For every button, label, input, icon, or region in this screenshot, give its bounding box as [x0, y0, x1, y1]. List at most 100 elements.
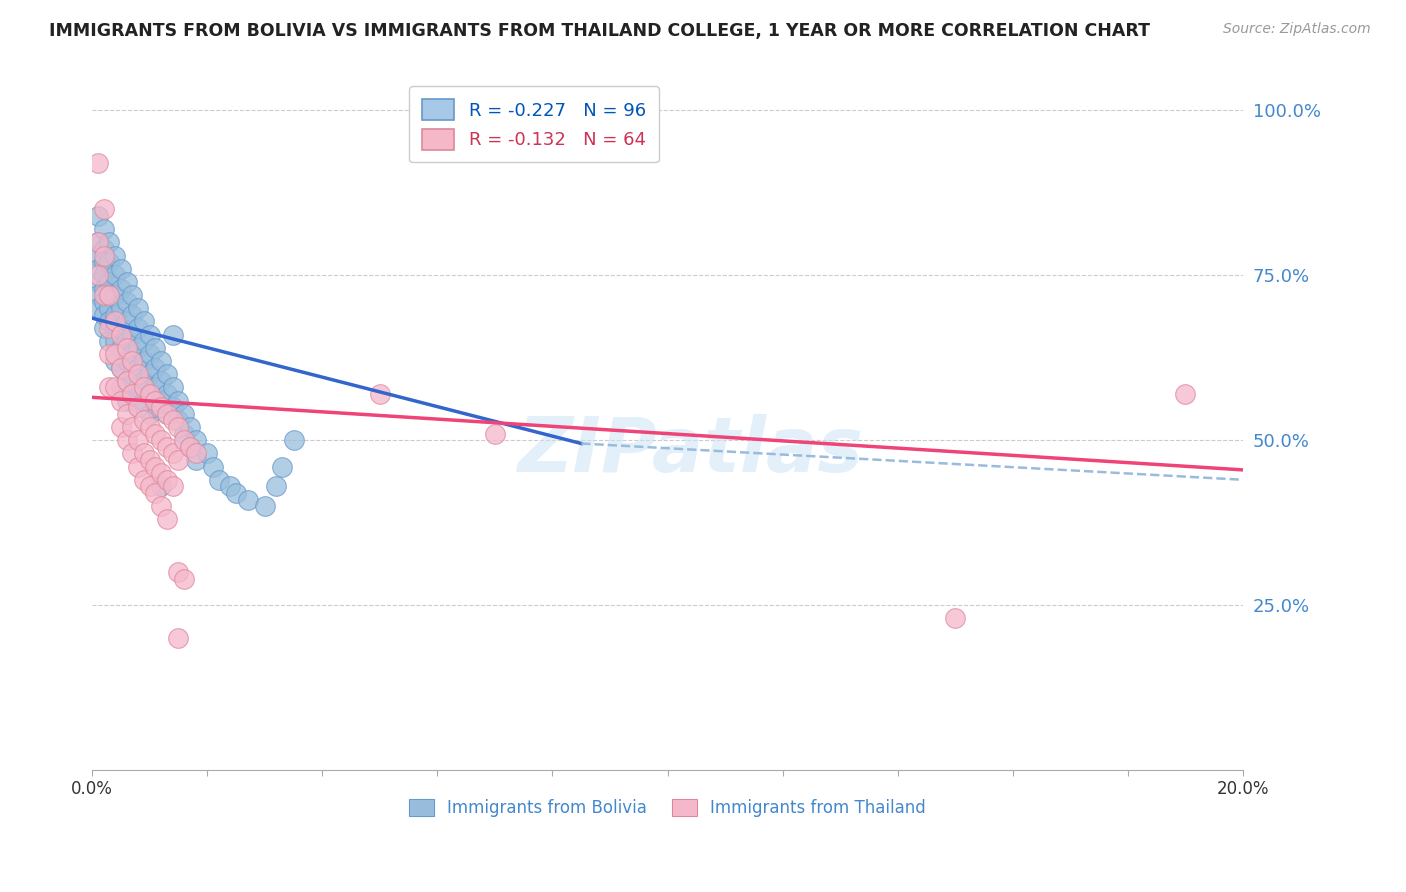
Point: [145, 426, 167, 441]
Point: [127, 301, 149, 316]
Point: [219, 479, 242, 493]
Point: [115, 434, 138, 448]
Point: [115, 407, 138, 421]
Point: [368, 387, 391, 401]
Point: [138, 407, 160, 421]
Point: [266, 479, 288, 493]
Point: [93, 242, 115, 256]
Point: [138, 387, 160, 401]
Point: [184, 434, 207, 448]
Point: [121, 368, 143, 382]
Point: [93, 294, 115, 309]
Point: [179, 440, 201, 454]
Point: [110, 341, 132, 355]
Point: [150, 434, 173, 448]
Point: [104, 380, 127, 394]
Point: [138, 387, 160, 401]
Point: [87, 261, 110, 276]
Point: [98, 380, 121, 394]
Point: [87, 275, 110, 289]
Point: [121, 420, 143, 434]
Point: [98, 235, 121, 250]
Point: [115, 354, 138, 368]
Point: [150, 466, 173, 480]
Point: [173, 572, 195, 586]
Point: [98, 255, 121, 269]
Point: [115, 314, 138, 328]
Point: [195, 446, 218, 460]
Point: [132, 314, 155, 328]
Point: [93, 321, 115, 335]
Point: [98, 321, 121, 335]
Point: [150, 401, 173, 415]
Point: [110, 327, 132, 342]
Point: [115, 393, 138, 408]
Point: [132, 413, 155, 427]
Point: [98, 301, 121, 316]
Point: [104, 268, 127, 283]
Point: [150, 393, 173, 408]
Point: [121, 446, 143, 460]
Point: [156, 387, 179, 401]
Point: [162, 413, 184, 427]
Point: [283, 434, 305, 448]
Point: [121, 354, 143, 368]
Point: [202, 459, 225, 474]
Point: [121, 347, 143, 361]
Point: [110, 380, 132, 394]
Point: [167, 413, 190, 427]
Point: [173, 407, 195, 421]
Point: [104, 314, 127, 328]
Point: [179, 440, 201, 454]
Point: [162, 479, 184, 493]
Point: [132, 334, 155, 349]
Point: [127, 360, 149, 375]
Point: [98, 347, 121, 361]
Point: [121, 288, 143, 302]
Point: [162, 401, 184, 415]
Point: [150, 499, 173, 513]
Point: [138, 368, 160, 382]
Point: [138, 327, 160, 342]
Point: [110, 393, 132, 408]
Point: [127, 401, 149, 415]
Point: [145, 486, 167, 500]
Point: [150, 354, 173, 368]
Point: [150, 374, 173, 388]
Point: [145, 393, 167, 408]
Point: [138, 420, 160, 434]
Point: [132, 374, 155, 388]
Text: Source: ZipAtlas.com: Source: ZipAtlas.com: [1223, 22, 1371, 37]
Point: [87, 209, 110, 223]
Point: [93, 248, 115, 262]
Point: [110, 321, 132, 335]
Point: [115, 341, 138, 355]
Point: [104, 288, 127, 302]
Point: [184, 453, 207, 467]
Point: [167, 631, 190, 645]
Point: [127, 401, 149, 415]
Point: [156, 473, 179, 487]
Point: [115, 374, 138, 388]
Point: [87, 248, 110, 262]
Point: [1174, 387, 1197, 401]
Point: [132, 446, 155, 460]
Point: [93, 222, 115, 236]
Point: [98, 275, 121, 289]
Point: [104, 321, 127, 335]
Point: [236, 492, 259, 507]
Point: [104, 347, 127, 361]
Point: [93, 255, 115, 269]
Point: [145, 380, 167, 394]
Point: [115, 275, 138, 289]
Point: [93, 308, 115, 322]
Point: [127, 459, 149, 474]
Point: [162, 327, 184, 342]
Point: [110, 360, 132, 375]
Point: [145, 341, 167, 355]
Point: [93, 202, 115, 217]
Point: [104, 308, 127, 322]
Point: [110, 261, 132, 276]
Point: [184, 446, 207, 460]
Point: [179, 420, 201, 434]
